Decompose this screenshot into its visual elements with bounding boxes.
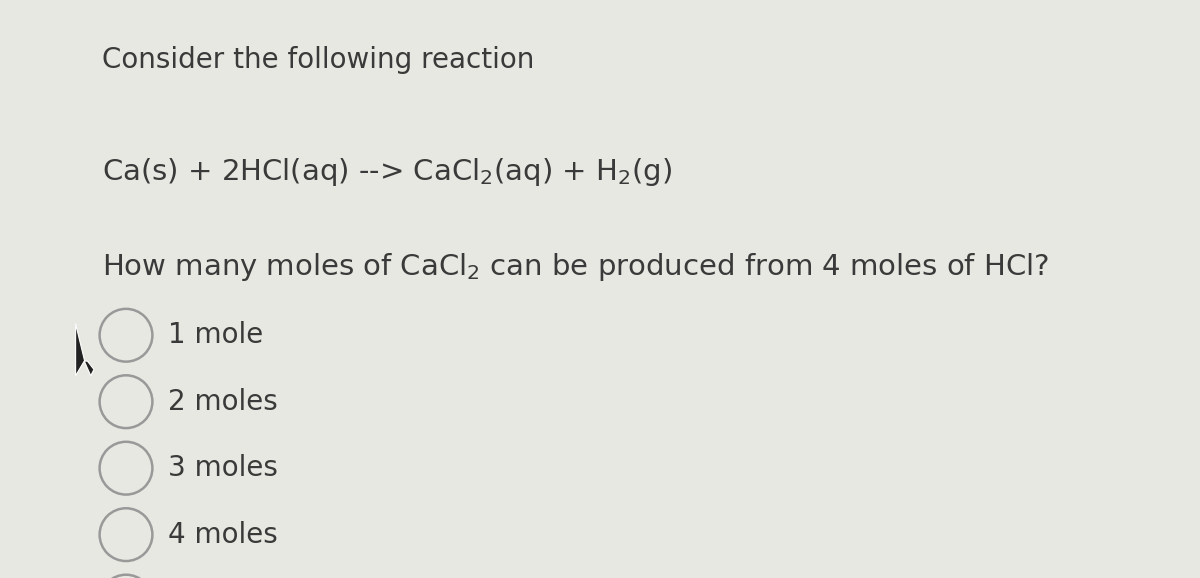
Text: 4 moles: 4 moles — [168, 521, 277, 549]
Text: Ca(s) + 2HCl(aq) --> CaCl$_2$(aq) + H$_2$(g): Ca(s) + 2HCl(aq) --> CaCl$_2$(aq) + H$_2… — [102, 156, 672, 188]
Text: 2 moles: 2 moles — [168, 388, 277, 416]
Text: 3 moles: 3 moles — [168, 454, 278, 482]
Text: Consider the following reaction: Consider the following reaction — [102, 46, 534, 74]
Text: 1 mole: 1 mole — [168, 321, 263, 349]
Text: How many moles of CaCl$_2$ can be produced from 4 moles of HCl?: How many moles of CaCl$_2$ can be produc… — [102, 251, 1049, 283]
Polygon shape — [76, 324, 94, 376]
